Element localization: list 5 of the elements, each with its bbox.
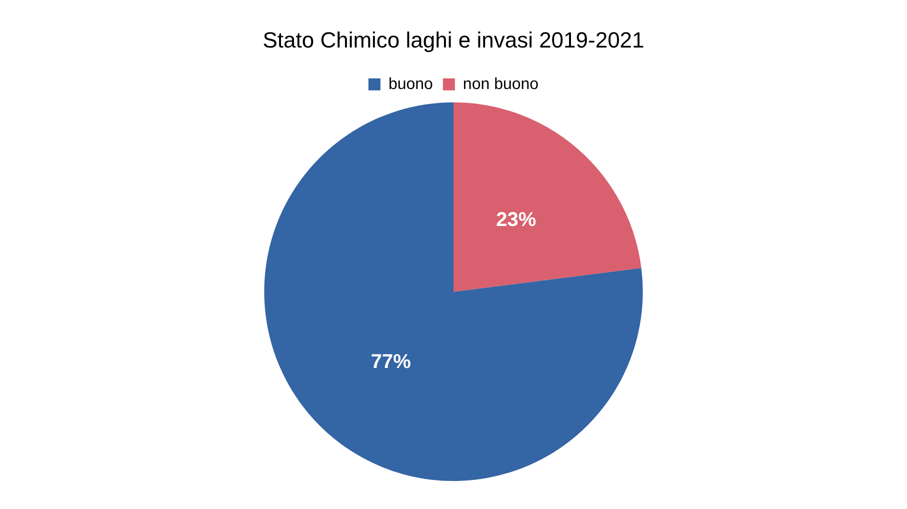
data-label: 77%	[370, 351, 412, 374]
legend-label: non buono	[462, 76, 539, 93]
data-label: 23%	[496, 209, 536, 232]
chart-title: Stato Chimico laghi e invasi 2019-2021	[262, 27, 644, 52]
legend-label: buono	[388, 76, 434, 93]
